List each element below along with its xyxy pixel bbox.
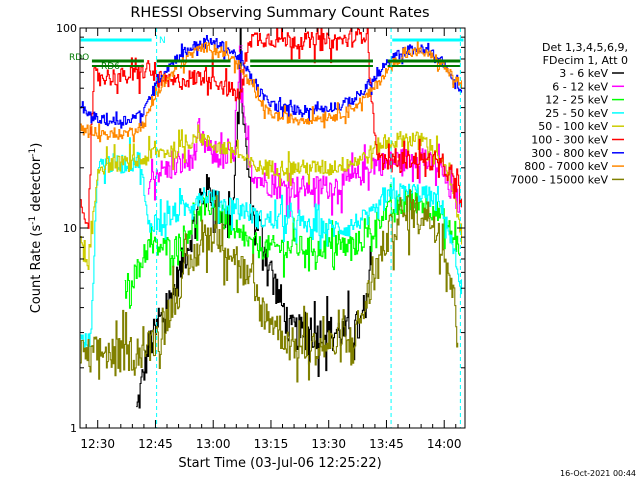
- timestamp: 16-Oct-2021 00:44: [560, 469, 636, 478]
- y-tick-label-1: 10: [63, 222, 77, 235]
- legend-label-7: 800 - 7000 keV: [524, 160, 608, 173]
- series-layer: [80, 28, 463, 409]
- series-line-8: [80, 189, 459, 383]
- legend-label-5: 100 - 300 keV: [531, 134, 608, 147]
- legend-header-1: FDecim 1, Att 0: [543, 54, 628, 67]
- y-axis-label: Count Rate (s-1 detector-1): [28, 143, 44, 314]
- flag-layer: RDO RD6 N F: [69, 28, 464, 428]
- series-line-4: [80, 124, 463, 271]
- x-axis-label: Start Time (03-Jul-06 12:25:22): [178, 456, 381, 471]
- flag-label-rdo: RDO: [69, 53, 89, 63]
- y-axis-label-sup2: -1: [28, 148, 38, 157]
- y-axis-label-end: ): [29, 143, 44, 148]
- chart-title: RHESSI Observing Summary Count Rates: [130, 5, 429, 21]
- x-tick-label-2: 13:00: [196, 437, 231, 451]
- legend-label-1: 6 - 12 keV: [552, 80, 608, 93]
- x-tick-label-5: 13:45: [369, 437, 404, 451]
- y-axis-label-sup1: -1: [28, 216, 38, 225]
- series-line-5: [80, 28, 463, 229]
- legend-label-8: 7000 - 15000 keV: [510, 173, 608, 186]
- x-tick-label-6: 14:00: [427, 437, 462, 451]
- legend-header-0: Det 1,3,4,5,6,9,: [542, 41, 628, 54]
- y-axis-label-mid: detector: [29, 156, 44, 216]
- x-tick-label-1: 12:45: [138, 437, 173, 451]
- plot-area: RDO RD6 N F: [69, 28, 464, 428]
- y-axis-label-main: Count Rate (s: [29, 225, 44, 314]
- legend-label-6: 300 - 800 keV: [531, 147, 608, 160]
- x-tick-label-0: 12:30: [80, 437, 115, 451]
- y-tick-label-2: 100: [56, 22, 77, 35]
- flag-label-n: N: [159, 36, 166, 46]
- legend-label-3: 25 - 50 keV: [545, 107, 608, 120]
- legend: Det 1,3,4,5,6,9,FDecim 1, Att 03 - 6 keV…: [510, 41, 628, 186]
- x-axis: 12:30 12:45 13:00 13:15 13:30 13:45 14:00: [80, 28, 462, 451]
- flag-label-f: F: [238, 45, 243, 55]
- flag-label-rd6: RD6: [101, 62, 120, 72]
- series-line-6: [80, 35, 463, 129]
- series-line-3: [80, 137, 463, 348]
- y-tick-label-0: 1: [70, 422, 77, 435]
- legend-label-0: 3 - 6 keV: [559, 67, 608, 80]
- legend-label-4: 50 - 100 keV: [538, 120, 608, 133]
- x-tick-label-4: 13:30: [311, 437, 346, 451]
- legend-label-2: 12 - 25 keV: [545, 94, 608, 107]
- y-axis: 1 10 100: [56, 22, 465, 435]
- x-tick-label-3: 13:15: [254, 437, 289, 451]
